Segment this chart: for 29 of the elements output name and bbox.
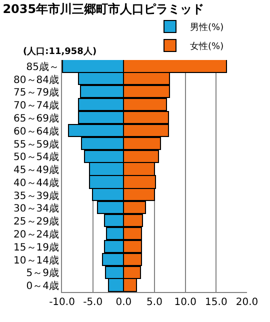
y-tick-label: 85歳～ bbox=[26, 60, 59, 73]
y-tick-label: 80～84歳 bbox=[14, 74, 59, 86]
y-tick-label: 5～9歳 bbox=[26, 267, 59, 280]
legend-label: 男性(%) bbox=[190, 22, 224, 34]
y-tick-label: 65～69歳 bbox=[14, 112, 59, 124]
y-tick-label: 50～54歳 bbox=[14, 151, 59, 164]
y-tick-label: 45～49歳 bbox=[14, 164, 59, 176]
x-tick-label: 20.0 bbox=[236, 297, 258, 308]
y-tick-label: 25～29歳 bbox=[14, 216, 59, 228]
y-tick-label: 35～39歳 bbox=[14, 190, 59, 202]
y-tick-label: 0～4歳 bbox=[26, 280, 59, 292]
chart-subtitle: (人口:11,958人) bbox=[23, 46, 97, 57]
y-tick-label: 40～44歳 bbox=[14, 176, 59, 189]
y-tick-label: 70～74歳 bbox=[14, 100, 59, 112]
x-tick-label: 15.0 bbox=[205, 297, 228, 308]
legend-label: 女性(%) bbox=[190, 41, 224, 52]
y-tick-label: 30～34歳 bbox=[14, 202, 59, 215]
y-tick-label: 55～59歳 bbox=[14, 138, 59, 150]
y-tick-label: 10～14歳 bbox=[14, 254, 59, 266]
y-tick-label: 15～19歳 bbox=[14, 241, 59, 254]
x-tick-label: 5.0 bbox=[146, 297, 162, 308]
x-tick-label: -5.0 bbox=[83, 297, 103, 308]
y-tick-label: 60～64歳 bbox=[14, 125, 59, 138]
chart-title: 2035年市川三郷町市人口ピラミッド bbox=[2, 2, 204, 16]
y-tick-label: 75～79歳 bbox=[14, 86, 59, 99]
x-tick-label: 10.0 bbox=[174, 297, 196, 308]
x-tick-label: -10.0 bbox=[49, 297, 75, 308]
y-tick-label: 20～24歳 bbox=[14, 228, 59, 240]
x-tick-label: 0.0 bbox=[116, 297, 132, 308]
